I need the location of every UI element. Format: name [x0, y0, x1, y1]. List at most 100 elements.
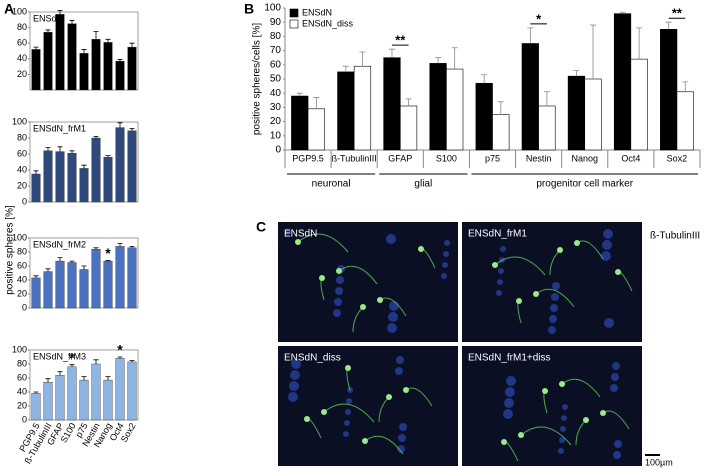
y-tick-label: 60	[270, 59, 282, 70]
bar	[353, 65, 372, 151]
bar	[538, 105, 556, 151]
soma	[615, 269, 621, 275]
y-tick-label: 40	[17, 53, 27, 63]
bar	[103, 156, 113, 203]
soma	[501, 439, 507, 445]
chart-title: ENSdN_frM2	[33, 239, 86, 249]
soma	[304, 416, 310, 422]
bar	[103, 42, 113, 91]
nucleus	[441, 273, 447, 279]
error-bar	[527, 27, 534, 44]
y-tick-label: 60	[17, 372, 27, 382]
y-tick-label: 100	[12, 344, 27, 354]
soma	[600, 410, 606, 416]
neurite	[494, 256, 546, 276]
chart-title: ENSdN	[33, 13, 63, 23]
error-bar	[33, 46, 39, 50]
error-bar	[57, 371, 63, 376]
bar	[291, 95, 309, 151]
nucleus	[396, 356, 404, 364]
nucleus	[601, 251, 611, 261]
bar	[103, 260, 113, 309]
neurite	[297, 233, 349, 253]
nucleus	[552, 282, 560, 290]
significance-mark: *	[536, 11, 542, 26]
legend-label: ENSdN_diss	[302, 18, 354, 28]
y-tick-label: 40	[270, 88, 282, 99]
soma	[533, 291, 539, 297]
bar	[446, 68, 464, 151]
y-tick-label: 60	[17, 38, 27, 48]
soma	[360, 304, 366, 310]
nucleus	[498, 268, 504, 274]
soma	[574, 240, 580, 246]
x-tick-label: Sox2	[667, 153, 688, 163]
micrograph-label: ENSdN_diss	[284, 353, 341, 364]
x-tick-label: PGP9.5	[292, 153, 324, 163]
soma	[386, 394, 392, 400]
soma	[518, 432, 524, 438]
error-bar	[45, 378, 51, 383]
error-bar	[636, 27, 643, 60]
y-tick-label: 80	[17, 358, 27, 368]
error-bar	[117, 59, 123, 62]
nucleus	[289, 381, 299, 391]
error-bar	[388, 48, 395, 58]
nucleus	[613, 451, 621, 459]
bar	[127, 130, 137, 203]
bar	[79, 168, 89, 203]
bar	[115, 60, 125, 91]
bar	[91, 363, 101, 421]
nucleus	[290, 370, 300, 380]
error-bar	[451, 47, 458, 70]
nucleus	[386, 234, 396, 244]
bar	[399, 105, 418, 151]
micrograph	[278, 346, 458, 466]
nucleus	[496, 290, 502, 296]
error-bar	[105, 155, 111, 158]
bar	[31, 393, 41, 421]
error-bar	[359, 51, 366, 67]
nucleus	[614, 440, 622, 448]
nucleus	[444, 240, 450, 246]
error-bar	[93, 31, 99, 40]
bar	[429, 63, 447, 151]
nucleus	[604, 318, 614, 328]
panel-label: C	[256, 219, 266, 235]
x-tick-label: Nestin	[526, 153, 552, 163]
y-tick-label: 100	[12, 6, 27, 16]
bar	[115, 358, 125, 421]
error-bar	[45, 268, 51, 272]
stain-label: ß-TubulinIII	[650, 231, 700, 242]
bar	[55, 14, 65, 91]
scale-label: 100µm	[645, 457, 673, 467]
nucleus	[611, 373, 619, 381]
nucleus	[551, 293, 559, 301]
bar	[31, 277, 41, 309]
nucleus	[602, 240, 612, 250]
error-bar	[33, 170, 39, 174]
bar	[613, 13, 632, 151]
x-tick-label: S100	[436, 153, 457, 163]
bar	[55, 151, 65, 203]
error-bar	[105, 38, 111, 43]
error-bar	[573, 70, 580, 77]
error-bar	[57, 257, 63, 262]
y-tick-label: 20	[17, 180, 27, 190]
soma	[418, 246, 424, 252]
legend-swatch	[289, 8, 299, 18]
significance-mark: *	[105, 245, 111, 261]
y-tick-label: 40	[17, 386, 27, 396]
error-bar	[313, 97, 320, 109]
neurite	[535, 288, 575, 308]
soma	[492, 262, 498, 268]
bar	[79, 53, 89, 91]
y-tick-label: 20	[17, 69, 27, 79]
bar	[67, 262, 77, 309]
nucleus	[612, 362, 620, 370]
error-bar	[296, 92, 303, 97]
error-bar	[435, 57, 442, 64]
nucleus	[506, 376, 516, 386]
bar	[337, 71, 355, 151]
y-tick-label: 60	[17, 148, 27, 158]
